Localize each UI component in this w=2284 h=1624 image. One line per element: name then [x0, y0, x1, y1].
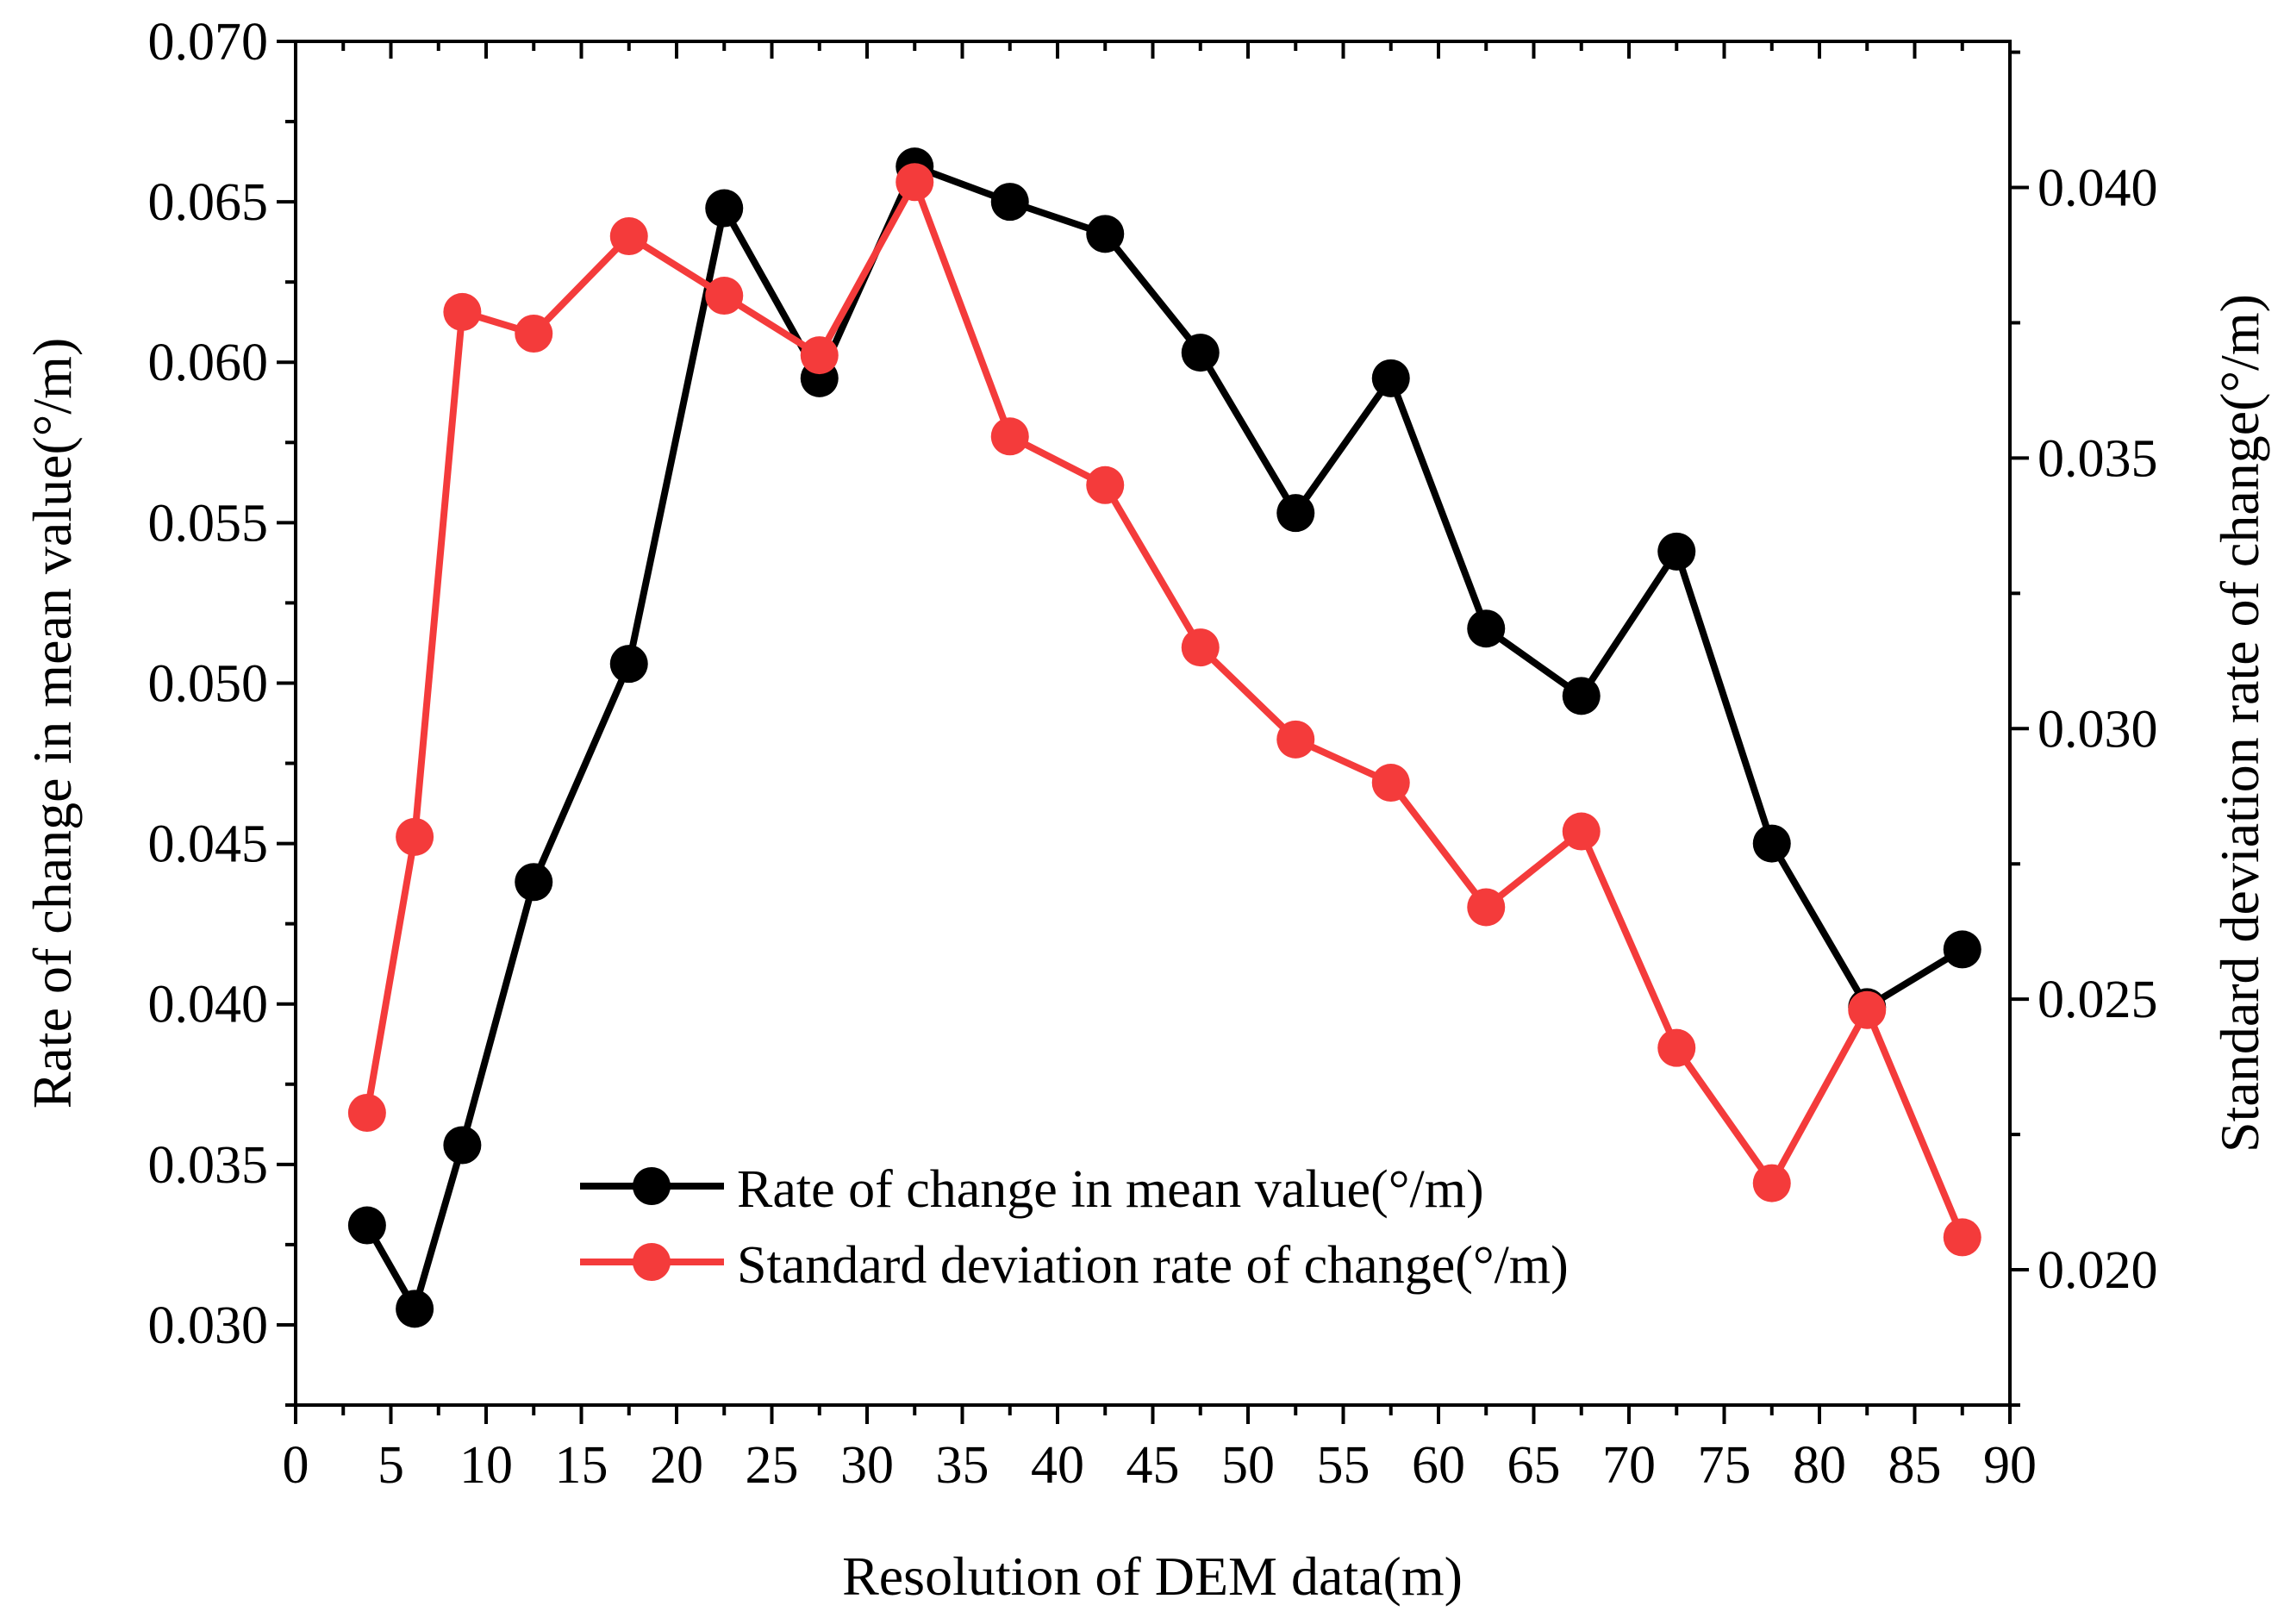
data-point-std [1371, 764, 1410, 803]
y-left-axis-ticks: 0.030 0.035 0.040 0.045 0.050 0.055 0.060 0.065… [148, 13, 296, 1407]
legend-label-std: Standard deviation rate of change(°/m) [737, 1236, 1569, 1295]
data-point-mean [1943, 930, 1981, 969]
data-point-mean [1752, 824, 1791, 863]
data-point-std [1943, 1218, 1981, 1257]
y-left-axis-label: Rate of change in mean value(°/m) [22, 338, 83, 1109]
y-left-tick-label: 0.045 [148, 815, 269, 874]
data-point-std [705, 277, 744, 315]
data-point-mean [1467, 609, 1506, 648]
y-left-tick-label: 0.040 [148, 976, 269, 1034]
x-tick-label: 75 [1698, 1436, 1751, 1495]
x-tick-label: 85 [1888, 1436, 1942, 1495]
legend: Rate of change in mean value(°/m) Standa… [580, 1160, 1569, 1295]
data-point-std [1181, 628, 1220, 667]
x-tick-label: 50 [1221, 1436, 1275, 1495]
data-point-std [1848, 990, 1887, 1029]
data-point-mean [705, 189, 744, 228]
y-left-tick-label: 0.035 [148, 1136, 269, 1195]
y-left-tick-label: 0.060 [148, 334, 269, 392]
x-top-ticks [294, 41, 2012, 59]
series-layer [347, 147, 1981, 1328]
data-point-std [347, 1094, 386, 1132]
y-left-tick-label: 0.050 [148, 654, 269, 713]
data-point-mean [443, 1126, 482, 1165]
y-left-tick-label: 0.070 [148, 13, 269, 72]
x-tick-label: 90 [1983, 1436, 2037, 1495]
y-right-tick-label: 0.025 [2038, 971, 2158, 1029]
data-point-mean [1371, 359, 1410, 397]
x-tick-label: 55 [1317, 1436, 1370, 1495]
data-point-std [990, 417, 1029, 456]
x-tick-label: 10 [459, 1436, 513, 1495]
data-point-mean [396, 1290, 434, 1328]
data-point-std [896, 163, 934, 202]
y-right-tick-label: 0.035 [2038, 429, 2158, 488]
data-point-std [396, 817, 434, 856]
data-point-mean [1181, 334, 1220, 372]
data-point-mean [990, 183, 1029, 222]
x-tick-label: 45 [1126, 1436, 1180, 1495]
data-point-mean [1657, 532, 1696, 571]
data-point-mean [1086, 215, 1125, 253]
x-tick-label: 70 [1602, 1436, 1656, 1495]
x-tick-label: 25 [746, 1436, 799, 1495]
data-point-mean [347, 1206, 386, 1245]
x-axis-ticks: 0 5 10 15 20 25 30 35 40 45 50 55 60 65 70 75 80 85 90 [283, 41, 2037, 1495]
x-tick-label: 5 [378, 1436, 404, 1495]
data-point-mean [1562, 677, 1601, 715]
x-axis-label: Resolution of DEM data(m) [842, 1546, 1463, 1607]
x-tick-label: 35 [936, 1436, 989, 1495]
x-tick-label: 65 [1507, 1436, 1561, 1495]
data-point-std [609, 217, 648, 255]
x-tick-label: 40 [1031, 1436, 1084, 1495]
y-left-tick-label: 0.065 [148, 173, 269, 232]
x-tick-label: 0 [283, 1436, 309, 1495]
data-point-std [443, 292, 482, 331]
data-point-std [1562, 812, 1601, 851]
data-point-std [1657, 1028, 1696, 1067]
x-tick-label: 30 [840, 1436, 894, 1495]
y-right-axis-label: Standard deviation rate of change(°/m) [2209, 294, 2270, 1152]
x-tick-label: 15 [555, 1436, 608, 1495]
legend-label-mean: Rate of change in mean value(°/m) [737, 1160, 1484, 1219]
data-point-std [1467, 888, 1506, 927]
y-right-axis-ticks: 0.020 0.025 0.030 0.035 0.040 [2010, 50, 2158, 1407]
data-point-std [800, 336, 839, 375]
data-point-mean [1276, 494, 1315, 533]
y-left-tick-label: 0.055 [148, 494, 269, 553]
y-left-tick-label: 0.030 [148, 1296, 269, 1355]
data-point-mean [515, 863, 553, 902]
data-point-std [1752, 1164, 1791, 1202]
y-right-tick-label: 0.040 [2038, 159, 2158, 218]
y-right-tick-label: 0.030 [2038, 700, 2158, 759]
y-right-tick-label: 0.020 [2038, 1241, 2158, 1300]
x-tick-label: 60 [1412, 1436, 1465, 1495]
series-line-mean [364, 163, 1964, 1313]
legend-marker-std [633, 1243, 671, 1281]
data-point-std [1086, 465, 1125, 504]
x-tick-label: 20 [650, 1436, 703, 1495]
data-point-std [515, 315, 553, 353]
data-point-mean [609, 645, 648, 684]
x-tick-label: 80 [1793, 1436, 1846, 1495]
legend-marker-mean [633, 1167, 671, 1205]
data-point-std [1276, 720, 1315, 759]
